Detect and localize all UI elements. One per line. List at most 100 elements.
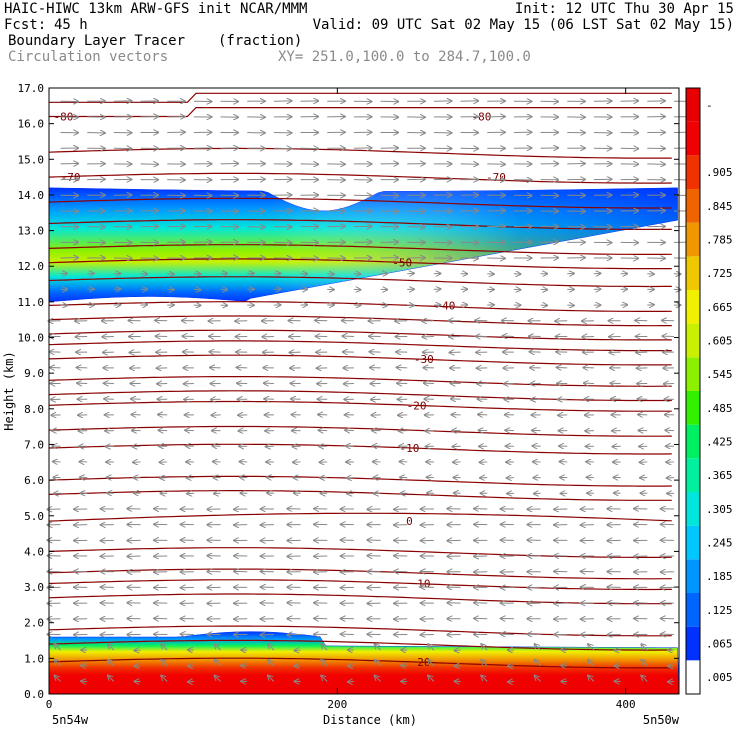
upper-tracer-fade	[49, 187, 678, 302]
circulation-vector	[268, 676, 275, 682]
circulation-vector	[161, 676, 168, 682]
circulation-vector	[481, 644, 488, 651]
circulation-vector	[481, 660, 488, 667]
colorbar-swatch	[686, 323, 700, 358]
isotherm-line	[48, 625, 672, 637]
circulation-vector	[55, 676, 61, 682]
forecast-label: Fcst:	[4, 17, 46, 33]
isotherm-line	[48, 354, 672, 366]
isotherm-label: -70	[486, 171, 506, 184]
colorbar-swatch	[686, 593, 700, 627]
circulation-vector	[55, 644, 61, 651]
isotherm-label: -30	[414, 353, 434, 366]
y-tick-label: 15.0	[18, 153, 45, 166]
y-tick-label: 17.0	[18, 82, 45, 95]
isotherm-line	[48, 400, 672, 412]
colorbar-label: .365	[706, 469, 733, 482]
colorbar-swatch	[686, 121, 700, 156]
isotherm-label: -10	[399, 442, 419, 455]
isotherm-line	[48, 568, 672, 580]
colorbar-swatch	[686, 155, 700, 189]
isotherm-line	[48, 219, 672, 230]
isotherm-line	[48, 425, 672, 437]
circulation-vector	[428, 676, 435, 682]
colorbar-label: .485	[706, 402, 733, 415]
plot-frame	[48, 87, 680, 695]
circulation-vector	[588, 644, 595, 651]
colorbar-swatch	[686, 525, 700, 560]
y-tick-label: 1.0	[24, 652, 44, 665]
colorbar-label: .005	[706, 671, 733, 684]
colorbar-swatch	[686, 222, 700, 257]
isotherm-line	[48, 512, 672, 522]
isotherm-line	[48, 147, 672, 159]
isotherm-line	[48, 258, 672, 270]
circulation-vector	[641, 676, 648, 682]
y-tick-label: 10.0	[18, 332, 45, 345]
colorbar-swatch	[686, 391, 700, 425]
colorbar-label: .905	[706, 166, 733, 179]
circulation-vector	[481, 676, 488, 682]
x-tick-label: 0	[46, 698, 53, 711]
colorbar-label: -	[706, 99, 713, 112]
x-axis-label: Distance (km)	[323, 713, 417, 727]
colorbar-frame	[685, 87, 701, 695]
circulation-vector	[321, 644, 328, 651]
colorbar-swatch	[686, 492, 700, 526]
y-tick-label: 14.0	[18, 189, 45, 202]
isotherm-line	[48, 244, 672, 255]
circulation-vector	[161, 660, 168, 667]
isotherm-label: 10	[417, 577, 430, 590]
isotherm-label: 20	[417, 656, 430, 669]
y-tick-label: 3.0	[24, 581, 44, 594]
isotherm-line	[48, 443, 672, 455]
colorbar-swatch	[686, 559, 700, 593]
colorbar-label: .305	[706, 503, 733, 516]
circulation-vector	[268, 660, 275, 667]
colorbar-label: .545	[706, 368, 733, 381]
circulation-vector	[108, 660, 115, 667]
circulation-vector	[535, 660, 541, 667]
plot-background	[49, 88, 679, 694]
isotherm-line	[48, 329, 672, 341]
circulation-vector	[215, 644, 221, 651]
isotherm-label: -50	[392, 257, 412, 270]
circulation-vector	[588, 676, 595, 682]
circulation-vector	[535, 676, 541, 682]
circulation-vector	[108, 676, 115, 682]
isotherm-line	[48, 340, 672, 352]
colorbar-swatch	[686, 357, 700, 391]
y-tick-label: 6.0	[24, 474, 44, 487]
isotherm-label: -40	[436, 299, 456, 312]
circulation-vector	[321, 676, 328, 682]
cross-section-range: XY= 251.0,100.0 to 284.7,100.0	[278, 49, 531, 65]
colorbar-label: .845	[706, 200, 733, 213]
isotherm-line	[48, 475, 672, 487]
field-name: Boundary Layer Tracer	[8, 33, 185, 49]
isotherm-line	[48, 197, 672, 209]
isotherm-line	[48, 593, 672, 605]
colorbar-swatch	[686, 256, 700, 290]
colorbar-swatch	[686, 88, 700, 122]
x-axis: 0 200 400	[46, 88, 636, 711]
y-tick-label: 4.0	[24, 545, 44, 558]
right-endpoint-label: 5n50w	[643, 713, 680, 727]
y-tick-label: 13.0	[18, 225, 45, 238]
y-tick-label: 2.0	[24, 617, 44, 630]
colorbar-swatch	[686, 424, 700, 459]
isotherm-line	[48, 376, 672, 387]
isotherm-line	[48, 172, 672, 184]
x-tick-label: 200	[327, 698, 347, 711]
colorbar-label: .785	[706, 234, 733, 247]
forecast-hours: 45 h	[54, 17, 88, 33]
y-tick-label: 0.0	[24, 688, 44, 701]
isotherm-line	[48, 657, 672, 669]
isotherm-line	[48, 315, 672, 327]
colorbar-swatch	[686, 189, 700, 223]
circulation-vectors	[47, 101, 691, 682]
isotherm-label: -70	[61, 171, 81, 184]
circulation-vector	[108, 644, 115, 651]
isotherm-line	[48, 579, 672, 591]
